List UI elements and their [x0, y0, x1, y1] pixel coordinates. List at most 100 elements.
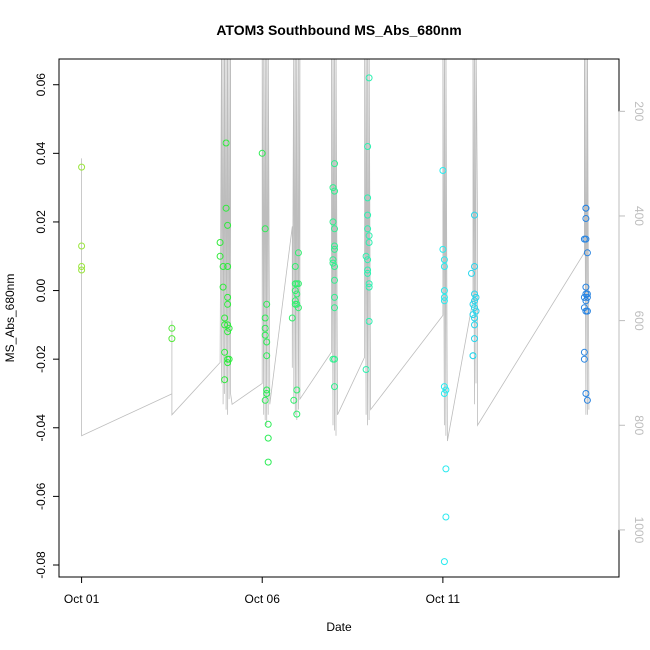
data-point — [261, 396, 269, 404]
data-point — [364, 194, 372, 202]
data-point — [442, 513, 450, 521]
x-tick-label: Oct 11 — [426, 592, 461, 606]
data-point — [331, 245, 338, 253]
data-point — [222, 139, 230, 147]
data-point — [471, 290, 478, 298]
data-point — [469, 300, 477, 308]
depth-track-line — [81, 59, 590, 442]
data-point — [78, 242, 86, 250]
data-point — [471, 314, 478, 322]
data-point — [293, 386, 301, 394]
y-tick-label: -0.04 — [34, 414, 48, 442]
depth-track-layer — [81, 59, 590, 442]
data-point — [216, 252, 224, 260]
data-point — [440, 263, 448, 270]
data-point — [440, 383, 448, 391]
x-axis-label: Date — [326, 620, 352, 634]
data-point — [472, 307, 480, 315]
y-tick-label: 0.06 — [34, 73, 48, 97]
data-point — [582, 204, 590, 212]
y-tick-label: -0.02 — [34, 345, 48, 373]
data-point — [329, 256, 337, 264]
y-tick-label: 0.02 — [34, 210, 48, 234]
data-point — [583, 249, 591, 257]
data-point — [364, 211, 372, 219]
data-point — [168, 335, 176, 343]
data-point — [263, 386, 271, 394]
x-axis: Oct 01 Oct 06 Oct 11 — [64, 577, 461, 606]
data-point — [365, 283, 373, 291]
data-point — [331, 242, 338, 250]
data-point — [365, 280, 373, 288]
data-point — [468, 269, 475, 277]
secondary-tick-label: 800 — [632, 415, 646, 435]
data-point — [261, 324, 269, 332]
data-point — [365, 232, 373, 240]
secondary-tick-label: 600 — [632, 311, 646, 331]
data-point — [583, 293, 591, 301]
data-point — [365, 74, 373, 82]
data-point — [294, 280, 302, 288]
data-point — [331, 187, 338, 195]
data-point — [78, 263, 86, 270]
data-point — [582, 235, 590, 243]
data-point — [264, 434, 272, 442]
data-point — [469, 352, 477, 360]
y-axis-label: MS_Abs_680nm — [3, 274, 17, 363]
data-point — [439, 245, 447, 253]
data-point — [331, 355, 338, 363]
x-tick-label: Oct 01 — [64, 592, 100, 606]
data-point — [442, 465, 450, 473]
data-point — [329, 184, 337, 192]
data-point — [78, 163, 86, 171]
data-point — [263, 352, 271, 360]
data-point — [472, 293, 480, 301]
data-point — [293, 290, 301, 298]
x-tick-label: Oct 06 — [245, 592, 281, 606]
data-point — [224, 328, 232, 336]
y-axis: -0.08 -0.06 -0.04 -0.02 0.00 0.02 0.04 0.06 — [34, 73, 59, 579]
data-point — [168, 324, 176, 332]
data-point — [471, 321, 478, 329]
data-point — [225, 324, 233, 332]
y-tick-label: -0.08 — [34, 551, 48, 579]
plot-frame — [58, 58, 620, 578]
data-point — [294, 249, 302, 257]
data-point — [583, 290, 591, 298]
data-point — [440, 390, 448, 397]
data-point — [263, 338, 271, 346]
data-point — [219, 263, 227, 270]
data-point — [440, 297, 448, 305]
data-point — [290, 396, 298, 404]
data-point — [364, 256, 372, 264]
data-point — [258, 149, 266, 157]
data-point — [582, 390, 590, 397]
data-point — [224, 263, 232, 270]
data-point — [331, 304, 338, 312]
data-point — [362, 366, 370, 373]
data-point — [331, 383, 338, 391]
data-point — [264, 458, 272, 466]
data-point — [331, 276, 338, 284]
data-point — [261, 314, 269, 322]
data-point — [331, 225, 338, 233]
data-point — [364, 266, 372, 274]
data-point — [224, 359, 232, 367]
secondary-y-axis: 200 400 600 800 1000 — [618, 101, 646, 544]
data-point — [293, 410, 301, 418]
data-point — [216, 239, 224, 246]
data-point — [471, 211, 478, 219]
data-point — [471, 263, 478, 270]
data-point — [294, 304, 302, 312]
data-point — [580, 355, 588, 363]
data-point — [471, 297, 478, 305]
data-point — [364, 225, 372, 233]
y-tick-label: -0.06 — [34, 482, 48, 510]
data-point — [471, 304, 478, 312]
data-point — [224, 293, 232, 301]
secondary-tick-label: 1000 — [632, 517, 646, 544]
data-point — [291, 287, 299, 295]
data-point — [291, 297, 299, 305]
data-point — [583, 396, 591, 404]
